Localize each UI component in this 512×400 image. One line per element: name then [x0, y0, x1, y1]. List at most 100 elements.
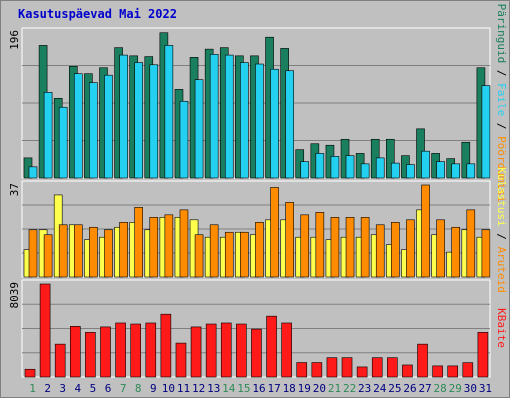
legend-entry: Külastusi [495, 167, 508, 227]
bar-middle-aruteid-27 [421, 184, 430, 278]
bar-top-faile-27 [421, 150, 430, 179]
bar-bottom-kbaite-30 [462, 362, 474, 378]
bar-middle-aruteid-19 [300, 214, 310, 278]
bar-bottom-kbaite-6 [100, 326, 111, 378]
bar-middle-aruteid-2 [43, 234, 53, 278]
legend-entry: Aruteid [495, 247, 508, 293]
bar-top-faile-20 [315, 153, 325, 179]
bar-middle-aruteid-1 [28, 229, 38, 278]
x-tick-label-2: 2 [44, 382, 51, 395]
bar-middle-aruteid-9 [149, 217, 159, 278]
bar-bottom-kbaite-16 [251, 328, 262, 378]
bar-middle-aruteid-8 [134, 207, 143, 278]
bar-bottom-kbaite-10 [160, 313, 172, 378]
x-tick-label-13: 13 [207, 382, 220, 395]
bar-middle-aruteid-6 [104, 229, 113, 278]
bar-bottom-kbaite-3 [54, 343, 66, 378]
bar-middle-aruteid-29 [451, 226, 461, 278]
x-tick-label-12: 12 [192, 382, 205, 395]
bar-bottom-kbaite-31 [477, 332, 489, 378]
x-tick-label-27: 27 [418, 382, 431, 395]
bar-top-faile-9 [149, 64, 159, 179]
bar-top-faile-10 [164, 45, 174, 179]
bar-bottom-kbaite-19 [296, 362, 308, 378]
x-tick-label-7: 7 [120, 382, 127, 395]
x-tick-label-31: 31 [479, 382, 492, 395]
bar-middle-aruteid-4 [73, 224, 83, 278]
bar-top-faile-28 [436, 161, 445, 179]
x-tick-label-5: 5 [90, 382, 97, 395]
x-tick-label-14: 14 [222, 382, 236, 395]
bar-bottom-kbaite-1 [24, 368, 36, 378]
max-label-middle: 37 [8, 183, 21, 196]
x-tick-label-16: 16 [252, 382, 265, 395]
bar-bottom-kbaite-27 [417, 343, 428, 378]
bar-bottom-kbaite-12 [190, 326, 202, 378]
bar-bottom-kbaite-11 [175, 342, 187, 378]
bar-top-faile-25 [391, 162, 400, 179]
x-tick-label-29: 29 [449, 382, 462, 395]
bar-top-faile-31 [481, 85, 491, 179]
bar-bottom-kbaite-18 [281, 322, 292, 378]
bar-middle-aruteid-3 [58, 224, 68, 278]
bar-bottom-kbaite-21 [326, 357, 338, 378]
bar-top-faile-2 [43, 92, 53, 179]
bar-middle-aruteid-18 [285, 202, 294, 278]
bar-bottom-kbaite-14 [220, 322, 232, 378]
legend-middle: Külastusi / Aruteid [495, 167, 508, 293]
bar-middle-aruteid-5 [89, 226, 98, 278]
x-tick-label-30: 30 [464, 382, 477, 395]
bar-bottom-kbaite-26 [402, 364, 413, 378]
bar-middle-aruteid-24 [375, 224, 385, 278]
bar-middle-aruteid-23 [360, 217, 370, 278]
x-tick-label-26: 26 [403, 382, 416, 395]
bar-bottom-kbaite-5 [85, 332, 96, 378]
bar-middle-aruteid-20 [315, 212, 325, 278]
bar-bottom-kbaite-28 [432, 365, 443, 378]
legend-entry: Pöördumisi [495, 136, 508, 202]
x-tick-label-10: 10 [162, 382, 175, 395]
bar-middle-aruteid-10 [164, 214, 174, 278]
bar-middle-aruteid-22 [345, 217, 355, 278]
x-tick-label-28: 28 [434, 382, 447, 395]
bar-bottom-kbaite-7 [115, 322, 126, 378]
bar-middle-aruteid-7 [119, 221, 128, 278]
bar-middle-aruteid-16 [255, 221, 264, 278]
bar-bottom-kbaite-20 [311, 362, 323, 378]
bar-top-faile-1 [28, 166, 38, 179]
bar-bottom-kbaite-25 [387, 357, 398, 378]
bar-bottom-kbaite-15 [236, 323, 247, 378]
bar-middle-aruteid-25 [391, 221, 400, 278]
bar-bottom-kbaite-29 [447, 365, 459, 378]
bar-top-faile-15 [240, 62, 249, 179]
legend-entry: KBaite [495, 308, 508, 348]
bar-bottom-kbaite-8 [130, 323, 141, 378]
x-tick-label-3: 3 [59, 382, 66, 395]
x-tick-label-25: 25 [388, 382, 401, 395]
bar-top-faile-14 [224, 54, 234, 179]
x-tick-label-24: 24 [373, 382, 387, 395]
bar-top-faile-16 [255, 63, 264, 179]
bar-middle-aruteid-31 [481, 229, 491, 278]
bar-middle-aruteid-26 [406, 219, 415, 278]
bar-top-faile-13 [209, 54, 219, 179]
bar-top-faile-8 [134, 62, 143, 179]
bar-top-faile-4 [73, 73, 83, 179]
bar-top-faile-19 [300, 161, 310, 179]
x-tick-label-23: 23 [358, 382, 371, 395]
bar-top-faile-7 [119, 54, 128, 179]
x-tick-label-22: 22 [343, 382, 356, 395]
bar-bottom-kbaite-24 [371, 357, 383, 378]
x-tick-label-9: 9 [150, 382, 157, 395]
bar-top-faile-17 [270, 68, 279, 179]
bar-bottom-kbaite-2 [39, 283, 51, 378]
x-tick-label-20: 20 [313, 382, 326, 395]
bar-middle-aruteid-17 [270, 187, 279, 278]
bar-middle-aruteid-11 [179, 209, 189, 278]
bar-top-päringuid-30 [461, 141, 471, 179]
bar-middle-aruteid-12 [194, 234, 204, 278]
legend-top: Päringuid / Faile / Pöördumisi [495, 4, 508, 203]
bar-top-faile-3 [58, 106, 68, 179]
bar-bottom-kbaite-4 [69, 326, 81, 378]
